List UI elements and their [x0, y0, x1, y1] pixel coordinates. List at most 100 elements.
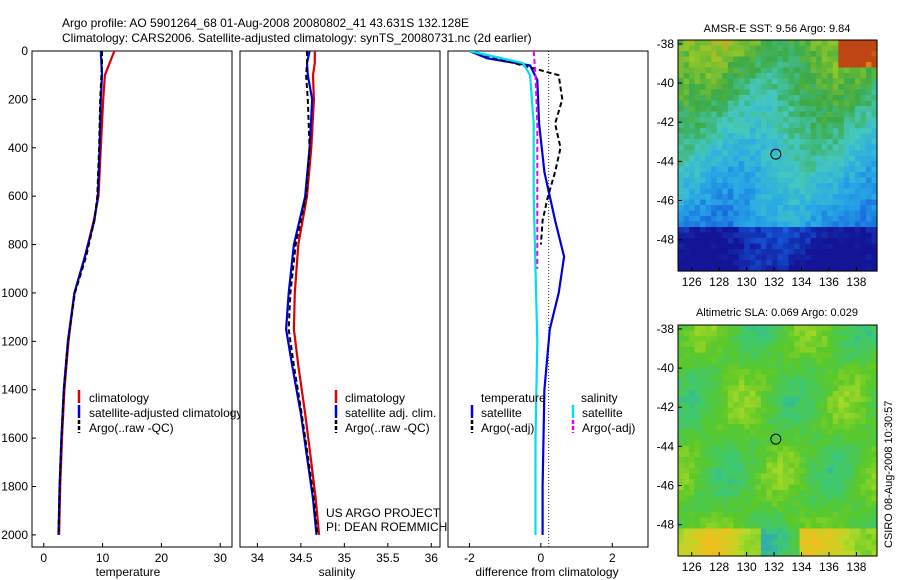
heatmap-cell	[683, 260, 690, 267]
heatmap-cell	[716, 523, 723, 530]
heatmap-cell	[683, 440, 690, 447]
heatmap-cell	[716, 446, 723, 453]
heatmap-cell	[683, 369, 690, 376]
heatmap-cell	[700, 369, 707, 376]
heatmap-cell	[683, 210, 690, 217]
heatmap-cell	[716, 325, 723, 332]
heatmap-cell	[865, 517, 873, 524]
heatmap-cell	[771, 265, 779, 272]
heatmap-cell	[783, 139, 790, 146]
heatmap-cell	[766, 89, 773, 96]
heatmap-cell	[694, 330, 701, 337]
heatmap-cell	[816, 95, 823, 102]
heatmap-cell	[838, 325, 845, 332]
heatmap-cell	[683, 166, 690, 173]
heatmap-cell	[683, 479, 690, 486]
heatmap-cell	[694, 188, 701, 195]
heatmap-cell	[689, 451, 696, 458]
heatmap-cell	[832, 227, 839, 234]
heatmap-cell	[733, 51, 740, 58]
heatmap-cell	[827, 45, 834, 52]
heatmap-cell	[722, 352, 729, 359]
heatmap-cell	[744, 232, 751, 239]
heatmap-cell	[849, 238, 856, 245]
heatmap-cell	[838, 172, 845, 179]
heatmap-cell	[766, 100, 773, 107]
heatmap-cell	[799, 545, 806, 552]
heatmap-cell	[683, 111, 690, 118]
heatmap-cell	[766, 216, 773, 223]
heatmap-cell	[749, 188, 756, 195]
heatmap-cell	[705, 106, 712, 113]
heatmap-cell	[744, 150, 751, 157]
heatmap-cell	[755, 336, 762, 343]
heatmap-cell	[810, 227, 817, 234]
heatmap-cell	[711, 188, 718, 195]
heatmap-cell	[755, 495, 762, 502]
heatmap-cell	[722, 495, 729, 502]
heatmap-cell	[689, 468, 696, 475]
heatmap-cell	[716, 490, 723, 497]
heatmap-cell	[760, 67, 768, 74]
heatmap-cell	[744, 89, 751, 96]
heatmap-cell	[727, 238, 734, 245]
heatmap-cell	[722, 413, 729, 420]
heatmap-cell	[816, 265, 823, 272]
heatmap-cell	[716, 336, 723, 343]
heatmap-cell	[694, 534, 701, 541]
heatmap-cell	[771, 336, 779, 343]
heatmap-cell	[799, 446, 806, 453]
heatmap-cell	[716, 117, 723, 124]
heatmap-cell	[722, 45, 729, 52]
heatmap-cell	[700, 260, 707, 267]
heatmap-cell	[794, 534, 801, 541]
heatmap-cell	[799, 380, 806, 387]
heatmap-cell	[749, 495, 756, 502]
heatmap-cell	[838, 238, 845, 245]
heatmap-cell	[678, 490, 685, 497]
heatmap-cell	[771, 550, 779, 557]
heatmap-cell	[794, 111, 801, 118]
heatmap-cell	[700, 385, 707, 392]
heatmap-cell	[777, 188, 784, 195]
heatmap-cell	[810, 484, 817, 491]
heatmap-cell	[716, 418, 723, 425]
heatmap-cell	[755, 265, 762, 272]
heatmap-cell	[871, 243, 878, 250]
heatmap-cell	[711, 227, 718, 234]
heatmap-cell	[716, 347, 723, 354]
heatmap-cell	[760, 122, 768, 129]
heatmap-cell	[771, 89, 779, 96]
x-tick-label: 134	[792, 275, 812, 289]
heatmap-cell	[827, 446, 834, 453]
heatmap-cell	[771, 468, 779, 475]
heatmap-cell	[816, 232, 823, 239]
heatmap-cell	[838, 260, 845, 267]
heatmap-cell	[799, 254, 806, 261]
heatmap-cell	[805, 451, 812, 458]
heatmap-cell	[843, 512, 850, 519]
heatmap-cell	[744, 205, 751, 212]
heatmap-cell	[760, 435, 768, 442]
heatmap-cell	[777, 512, 784, 519]
heatmap-cell	[849, 89, 856, 96]
heatmap-cell	[727, 330, 734, 337]
heatmap-cell	[854, 89, 862, 96]
heatmap-cell	[854, 374, 862, 381]
legend-label-satellite: satellite adj. clim.	[345, 406, 436, 420]
heatmap-cell	[683, 517, 690, 524]
heatmap-cell	[771, 396, 779, 403]
heatmap-cell	[678, 336, 685, 343]
heatmap-cell	[683, 89, 690, 96]
heatmap-cell	[749, 56, 756, 63]
heatmap-cell	[816, 216, 823, 223]
heatmap-cell	[805, 369, 812, 376]
heatmap-cell	[722, 440, 729, 447]
heatmap-cell	[799, 457, 806, 464]
heatmap-cell	[683, 67, 690, 74]
heatmap-cell	[683, 144, 690, 151]
heatmap-cell	[843, 336, 850, 343]
heatmap-cell	[700, 40, 707, 47]
heatmap-cell	[777, 358, 784, 365]
heatmap-cell	[805, 45, 812, 52]
